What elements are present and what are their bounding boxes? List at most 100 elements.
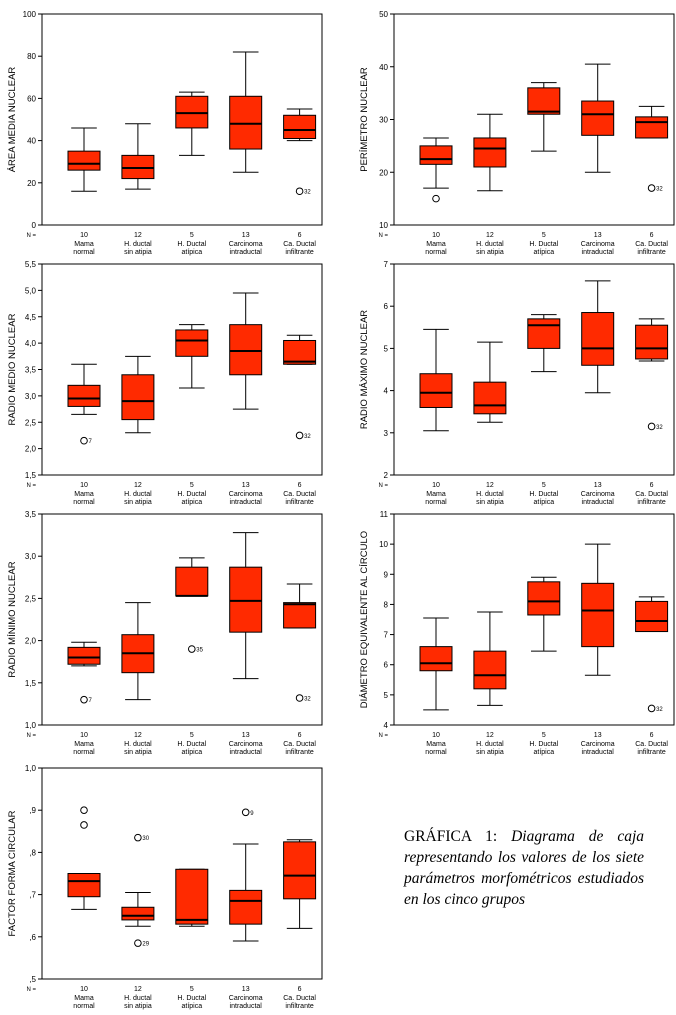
category-label: sin atipia [124,499,152,506]
y-tick-label: 0 [32,221,37,230]
y-tick-label: 2 [384,471,389,480]
box [527,581,561,616]
category-label: intraductal [582,249,615,256]
outlier-label: 7 [89,698,93,704]
category-label: intraductal [230,249,263,256]
n-label: N = [378,483,388,489]
category-label: normal [425,499,447,506]
outlier-point [647,422,656,431]
n-label: N = [26,987,36,993]
box [229,324,263,376]
box-group-4 [581,63,615,173]
outlier-point [432,194,440,203]
y-tick-label: 6 [384,302,389,311]
category-label: atípica [533,749,554,756]
outlier-label: 29 [142,942,149,948]
box [635,324,669,360]
boxplot-panel-6: 4 5 6 7 8 9 10 11 DIÁMETRO EQUIVALENTE AL CÍRCUL… [338,508,676,761]
category-label: H. Ductal [177,491,206,498]
box [283,114,317,139]
category-label: Mama [426,741,446,748]
y-tick-label: 7 [384,631,389,640]
boxplot-panel-7: ,5 ,6 ,7 ,8 ,9 1,0 FACTOR FORMA CIRCULAR N = 10 M… [0,762,332,1015]
box-group-1 [67,363,101,415]
category-label: H. ductal [124,995,152,1002]
box-group-2 [121,891,155,927]
category-label: Ca. Ductal [635,491,668,498]
category-label: Ca. Ductal [283,995,316,1002]
category-label: sin atipia [476,249,504,256]
boxplot-panel-5: 1,0 1,5 2,0 2,5 3,0 3,5 RADIO MÍNIMO NUCLEAR N … [0,508,332,761]
category-label: Mama [74,241,94,248]
outlier-label: 32 [656,425,663,431]
box-group-5 [635,318,669,362]
box [121,374,155,421]
outlier-point [647,184,656,192]
box-group-4 [581,543,615,676]
box [229,889,263,925]
n-value: 6 [298,986,302,993]
category-label: normal [425,749,447,756]
category-label: infiltrante [637,249,666,256]
n-value: 12 [134,732,142,739]
boxplot-svg: 2 3 4 5 6 7 RADIO MÁXIMO NUCLEAR N = 10 Mamanorma… [359,260,675,506]
box [175,566,209,597]
box-group-5 [283,839,317,929]
box [473,650,507,690]
box [473,381,507,415]
y-tick-label: ,9 [29,806,36,815]
box-group-2 [121,123,155,190]
category-label: normal [73,1003,95,1010]
y-tick-label: 4,0 [25,339,37,348]
n-value: 12 [486,732,494,739]
category-label: infiltrante [285,1003,314,1010]
box [67,873,101,898]
box [121,906,155,921]
category-label: Ca. Ductal [635,741,668,748]
y-tick-label: 20 [27,179,36,188]
category-label: atípica [181,1003,202,1010]
box-group-3 [527,82,561,152]
category-label: sin atipia [124,749,152,756]
outlier-label: 32 [656,187,663,193]
n-value: 5 [190,232,194,239]
n-value: 10 [432,232,440,239]
category-label: Carcinoma [581,491,615,498]
category-label: Carcinoma [229,741,263,748]
category-label: Mama [426,241,446,248]
box-group-3 [527,314,561,373]
boxplot-panel-4: 2 3 4 5 6 7 RADIO MÁXIMO NUCLEAR N = 10 Mama norma… [338,258,676,511]
n-value: 12 [134,986,142,993]
outlier-label: 32 [656,707,663,713]
category-label: intraductal [582,749,615,756]
category-label: sin atipia [476,749,504,756]
y-tick-label: 1,5 [25,471,37,480]
outlier-point [134,939,142,947]
n-value: 13 [242,732,250,739]
n-value: 13 [594,232,602,239]
y-tick-label: 20 [379,168,388,177]
y-tick-label: 1,0 [25,764,37,773]
box-group-5 [283,108,317,142]
box [67,384,101,407]
box-group-1 [419,328,453,432]
outlier-label: 32 [304,696,311,702]
boxplot-svg: 1,5 2,0 2,5 3,0 3,5 4,0 4,5 5,0 5,5 RADIO MEDIO N… [7,260,323,506]
y-tick-label: 3,0 [25,552,37,561]
caption-lead: GRÁFICA 1: [404,828,498,845]
category-label: infiltrante [285,499,314,506]
category-label: Mama [74,741,94,748]
box-group-3 [527,576,561,652]
n-value: 13 [594,732,602,739]
y-tick-label: 30 [379,116,388,125]
category-label: H. Ductal [177,241,206,248]
n-value: 6 [650,732,654,739]
category-label: Mama [74,995,94,1002]
category-label: atípica [533,499,554,506]
n-value: 6 [650,232,654,239]
y-tick-label: 2,0 [25,637,37,646]
y-tick-label: 8 [384,600,389,609]
outlier-point [80,695,88,704]
y-tick-label: 11 [380,510,389,519]
y-tick-label: 5 [384,344,389,353]
